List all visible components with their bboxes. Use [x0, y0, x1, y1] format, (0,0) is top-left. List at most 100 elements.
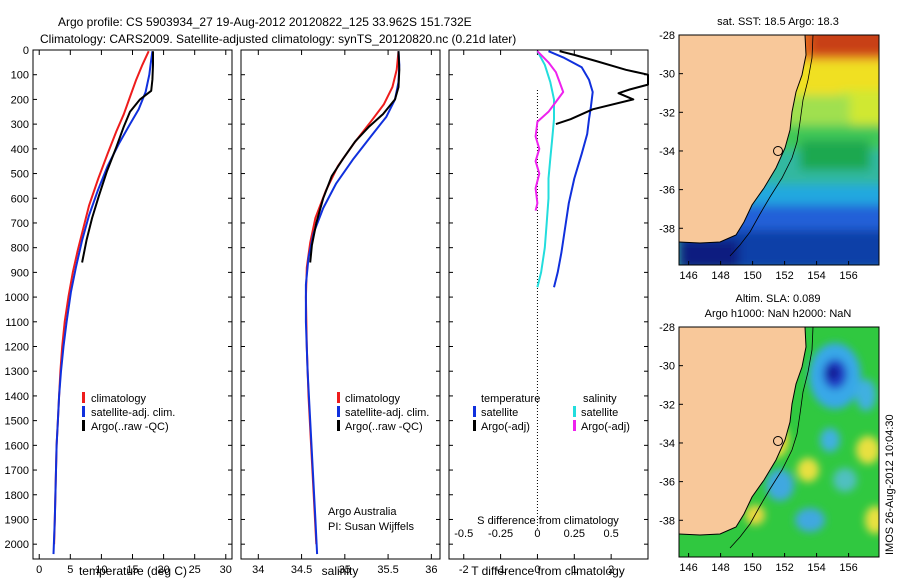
x-tick-label: 1	[571, 564, 577, 576]
depth-tick-label: 2000	[5, 539, 29, 551]
x-tick-label: 34	[252, 564, 264, 576]
x-tick-label: 0	[534, 564, 540, 576]
depth-tick-label: 100	[11, 70, 29, 82]
temperature-chart: 0 5 10 15 20 25 30	[33, 49, 232, 576]
difference-chart: -2 -1 0 1 2 -0.5 -0.25 0 0.25 0.5	[449, 49, 649, 576]
depth-tick-label: 400	[11, 144, 29, 156]
salinity-xlabel: salinity	[322, 564, 359, 578]
depth-tick-label: 500	[11, 169, 29, 181]
map-y-tick-label: -32	[659, 399, 675, 411]
map-y-tick-label: -32	[659, 107, 675, 119]
map-y-tick-label: -36	[659, 477, 675, 489]
salinity-note-line1: Argo Australia	[328, 506, 397, 518]
sst-map-axes: 146 148 150 152 154 156 -28 -30 -32 -34 -36 -38	[659, 30, 858, 282]
sst-coastline	[679, 35, 807, 244]
sst-isobath	[729, 35, 814, 257]
x-tick-label: 36	[425, 564, 437, 576]
sla-map-title-line2: Argo h1000: NaN h2000: NaN	[705, 308, 852, 320]
map-y-tick-label: -28	[659, 322, 675, 334]
legend-label-argo: Argo(..raw -QC)	[345, 421, 423, 433]
depth-axis: 0 100 200 300 400 500 600 700 800 900 1000 1100 1200…	[5, 45, 29, 551]
legend-swatch-satellite	[337, 406, 340, 417]
legend-swatch-argo	[337, 420, 340, 431]
legend-label-satellite: satellite-adj. clim.	[91, 407, 175, 419]
sla-isobath	[729, 327, 814, 549]
map-x-tick-label: 146	[679, 270, 697, 282]
sla-argo-marker	[773, 436, 783, 446]
series-line-salinity-satellite	[536, 50, 555, 288]
legend-label-temp-argo: Argo(-adj)	[481, 421, 530, 433]
series-line-salinity-argo-adj-	[534, 50, 565, 211]
map-y-tick-label: -34	[659, 146, 675, 158]
legend-swatch-temp-satellite	[473, 406, 476, 417]
sst-argo-marker	[773, 146, 783, 156]
sla-land	[679, 327, 806, 535]
legend-label-argo: Argo(..raw -QC)	[91, 421, 169, 433]
depth-tick-label: 1500	[5, 416, 29, 428]
map-x-tick-label: 146	[679, 562, 697, 574]
depth-tick-label: 1000	[5, 292, 29, 304]
map-y-tick-label: -38	[659, 223, 675, 235]
top-tick-label: 0.25	[564, 528, 585, 540]
difference-plot-frame	[448, 49, 649, 560]
difference-xlabel-top: S difference from climatology	[477, 515, 619, 527]
depth-tick-label: 600	[11, 193, 29, 205]
temperature-xlabel: temperature (deg C)	[79, 564, 187, 578]
map-x-tick-label: 154	[807, 562, 825, 574]
depth-tick-label: 0	[23, 45, 29, 57]
sst-map-title: sat. SST: 18.5 Argo: 18.3	[717, 16, 839, 28]
series-line-temperature-argo-adj-	[555, 50, 649, 126]
x-tick-label: -2	[459, 564, 469, 576]
legend-label-climatology: climatology	[91, 393, 147, 405]
difference-legend-salinity: salinity satellite Argo(-adj)	[573, 393, 630, 433]
series-line-temperature-satellite	[548, 50, 594, 288]
x-tick-label: 15	[126, 564, 138, 576]
x-tick-label: 25	[189, 564, 201, 576]
depth-tick-label: 1200	[5, 342, 29, 354]
legend-swatch-argo	[82, 420, 85, 431]
map-x-tick-label: 150	[743, 562, 761, 574]
salinity-legend: climatology satellite-adj. clim. Argo(..…	[337, 392, 429, 433]
x-tick-label: 35	[339, 564, 351, 576]
depth-tick-label: 900	[11, 267, 29, 279]
x-tick-label: 2	[608, 564, 614, 576]
depth-tick-label: 1400	[5, 391, 29, 403]
map-x-tick-label: 148	[711, 270, 729, 282]
legend-swatch-climatology	[337, 392, 340, 403]
sla-map-title-line1: Altim. SLA: 0.089	[736, 293, 821, 305]
legend-swatch-sal-satellite	[573, 406, 576, 417]
map-x-tick-label: 154	[807, 270, 825, 282]
map-x-tick-label: 156	[839, 562, 857, 574]
depth-tick-label: 1800	[5, 490, 29, 502]
sla-coastline	[679, 327, 807, 536]
map-x-tick-label: 156	[839, 270, 857, 282]
header-title: Argo profile: CS 5903934_27 19-Aug-2012 …	[58, 15, 472, 29]
x-tick-label: 30	[220, 564, 232, 576]
legend-label-temp-satellite: satellite	[481, 407, 518, 419]
depth-tick-label: 200	[11, 94, 29, 106]
x-tick-label: 5	[67, 564, 73, 576]
legend-swatch-temp-argo	[473, 420, 476, 431]
top-tick-label: 0	[534, 528, 540, 540]
sla-map-frame	[678, 326, 880, 558]
x-tick-label: 20	[157, 564, 169, 576]
x-tick-label: 0	[36, 564, 42, 576]
sst-map	[679, 35, 879, 265]
depth-tick-label: 1600	[5, 440, 29, 452]
salinity-plot-frame	[240, 49, 441, 560]
map-y-tick-label: -34	[659, 438, 675, 450]
legend-title-temperature: temperature	[481, 393, 540, 405]
top-tick-label: -0.25	[488, 528, 513, 540]
legend-title-salinity: salinity	[583, 393, 617, 405]
depth-tick-label: 300	[11, 119, 29, 131]
x-tick-label: 10	[95, 564, 107, 576]
legend-swatch-climatology	[82, 392, 85, 403]
sst-land	[679, 35, 806, 243]
map-x-tick-label: 150	[743, 270, 761, 282]
series-line-argo-raw-qc-	[81, 51, 154, 263]
map-y-tick-label: -36	[659, 185, 675, 197]
top-tick-label: 0.5	[603, 528, 618, 540]
sla-map	[679, 327, 879, 557]
x-tick-label: 35.5	[377, 564, 398, 576]
map-y-tick-label: -30	[659, 361, 675, 373]
